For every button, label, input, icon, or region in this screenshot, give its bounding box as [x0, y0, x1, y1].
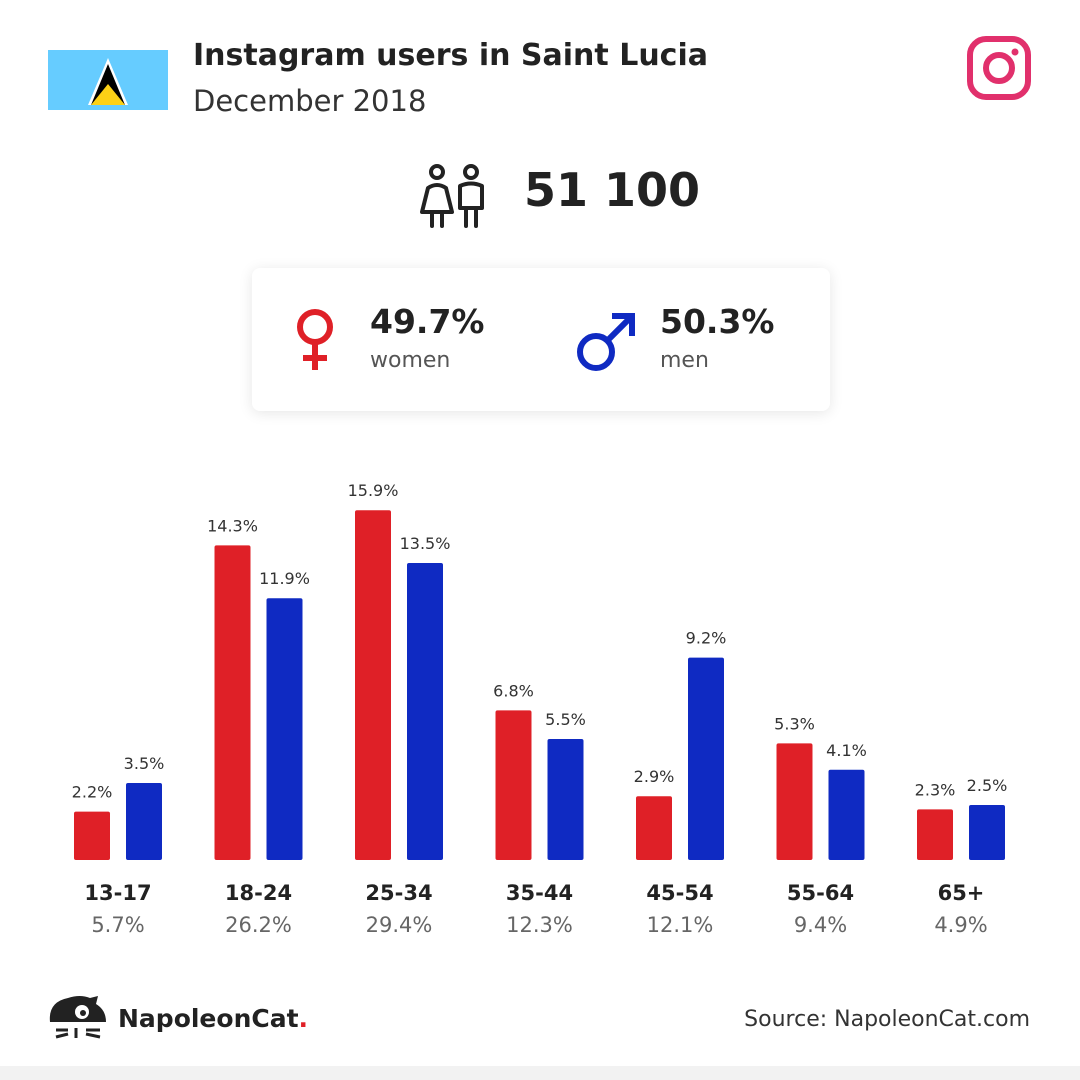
category-total-label: 9.4% — [794, 913, 847, 937]
bar-value-label: 11.9% — [259, 569, 310, 588]
bar-women-65+ — [917, 809, 953, 860]
page-title: Instagram users in Saint Lucia — [193, 38, 708, 73]
female-icon — [297, 309, 333, 370]
category-total-label: 5.7% — [91, 913, 144, 937]
source-credit: Source: NapoleonCat.com — [744, 1007, 1030, 1032]
bar-value-label: 9.2% — [686, 629, 727, 648]
users-icon — [420, 164, 484, 228]
category-total-label: 26.2% — [225, 913, 292, 937]
age-gender-bar-chart: 2.2% 3.5% 13-17 5.7% 14.3% 11.9% 18-24 26.2% 15.… — [72, 481, 1008, 937]
bar-value-label: 14.3% — [207, 516, 258, 535]
bar-women-35-44 — [495, 710, 532, 860]
bar-value-label: 6.8% — [493, 681, 534, 700]
bar-value-label: 5.3% — [774, 714, 815, 733]
bar-value-label: 13.5% — [400, 534, 451, 553]
bar-value-label: 4.1% — [826, 741, 867, 760]
category-total-label: 12.1% — [647, 913, 714, 937]
bar-women-13-17 — [74, 811, 110, 860]
bar-men-35-44 — [547, 739, 584, 860]
women-percentage: 49.7% — [370, 302, 485, 341]
x-tick-label: 65+ — [938, 881, 985, 905]
category-total-label: 29.4% — [366, 913, 433, 937]
bar-men-18-24 — [266, 598, 303, 860]
bar-men-65+ — [969, 805, 1005, 860]
saint-lucia-flag-icon — [48, 50, 168, 110]
bar-men-13-17 — [126, 783, 162, 860]
bar-men-55-64 — [828, 769, 865, 860]
x-tick-label: 25-34 — [365, 881, 432, 905]
x-tick-label: 45-54 — [646, 881, 713, 905]
x-tick-label: 55-64 — [787, 881, 854, 905]
bottom-strip — [0, 1066, 1080, 1080]
bar-men-45-54 — [688, 657, 724, 860]
bar-value-label: 2.9% — [634, 767, 675, 786]
bar-value-label: 5.5% — [545, 710, 586, 729]
male-icon — [577, 313, 635, 371]
gender-split-card: 49.7% women 50.3% men — [252, 268, 830, 411]
bar-women-18-24 — [214, 545, 251, 860]
bar-women-45-54 — [636, 796, 672, 860]
category-total-label: 4.9% — [934, 913, 987, 937]
men-percentage: 50.3% — [660, 302, 775, 341]
bar-value-label: 15.9% — [348, 481, 399, 500]
brand-name: NapoleonCat. — [118, 1004, 308, 1033]
bar-value-label: 2.3% — [915, 780, 956, 799]
page-subtitle: December 2018 — [193, 84, 427, 118]
brand-dot: . — [298, 1004, 309, 1033]
women-label: women — [370, 348, 451, 373]
category-total-label: 12.3% — [506, 913, 573, 937]
brand-name-text: NapoleonCat — [118, 1004, 299, 1033]
total-users-count: 51 100 — [524, 163, 701, 217]
bar-women-55-64 — [776, 743, 813, 860]
bar-value-label: 2.5% — [967, 776, 1008, 795]
x-tick-label: 18-24 — [225, 881, 292, 905]
napoleoncat-logo-icon — [49, 996, 106, 1039]
instagram-icon — [967, 36, 1031, 100]
bar-value-label: 2.2% — [72, 783, 113, 802]
bar-men-25-34 — [407, 563, 443, 860]
x-tick-label: 35-44 — [506, 881, 573, 905]
bar-women-25-34 — [355, 510, 391, 860]
x-tick-label: 13-17 — [84, 881, 151, 905]
bar-value-label: 3.5% — [124, 754, 165, 773]
men-label: men — [660, 348, 709, 373]
